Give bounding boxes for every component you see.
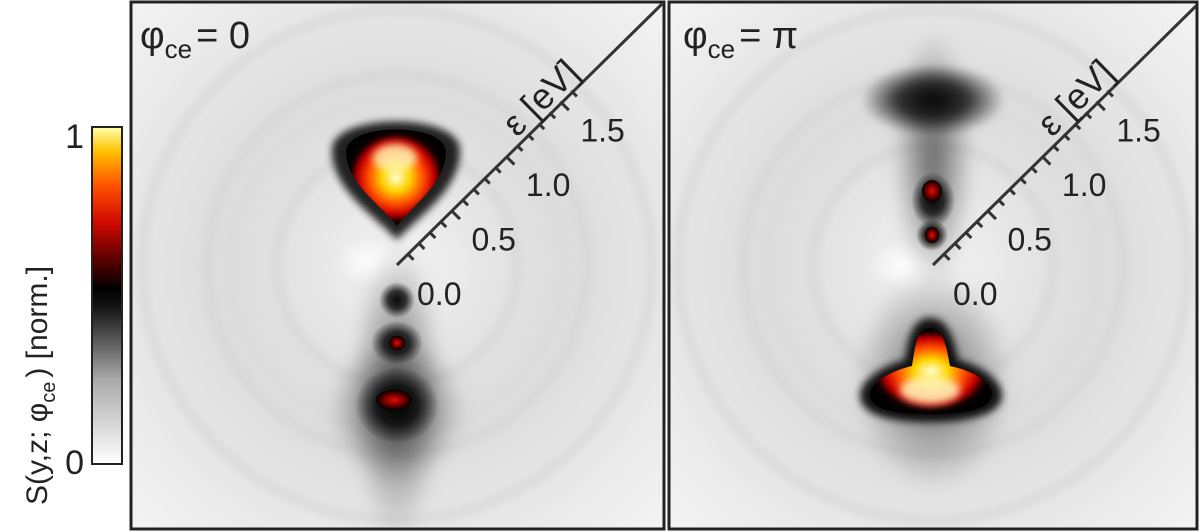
left-lower-spot-2 [389,336,405,350]
colorbar: 1 0 S(y,z; φce ) [norm.] [21,118,123,505]
left-axis-tick [428,231,437,240]
right-axis-tick [1019,176,1027,185]
panel-right-frame [667,0,1199,531]
left-axis-tick-label: 0.0 [417,276,461,312]
left-title-value: = 0 [196,15,250,57]
right-axis-tick [942,253,951,261]
right-axis-ticks: 0.0 0.5 1.0 1.5 [942,89,1161,312]
right-axis-tick [1008,187,1016,196]
right-upper-spot-2 [922,180,942,202]
left-axis-ticks: 0.0 0.5 1.0 1.5 [406,89,625,312]
right-axis-tick-label: 1.5 [1116,113,1160,149]
right-upper-dark-band [861,64,1005,136]
left-axis-tick-label: 1.5 [580,113,624,149]
right-title-value: = π [739,15,798,57]
right-axis-tick [1029,165,1038,174]
right-axis-tick [953,242,962,250]
left-axis-tick [450,209,461,221]
left-axis-tick [439,220,448,229]
left-axis-tick [548,111,557,120]
left-axis-tick [406,253,415,261]
left-title-symbol: φ [140,15,165,57]
right-axis-tick [1040,155,1052,166]
right-axis-tick [997,198,1006,207]
colorbar-title: S(y,z; φce ) [norm.] [21,266,60,505]
panel-right: 0.00.51.01.5 ε [eV] φce = π [667,0,1199,531]
right-upper-spot-1 [925,227,939,243]
colorbar-min-label: 0 [65,444,84,482]
right-axis-tick [1062,133,1071,142]
left-upper-lobe [346,129,446,226]
left-axis-tick [526,133,535,142]
right-axis-tick [1073,122,1082,131]
right-axis-tick [986,209,997,221]
right-panel-title: φce = π [683,15,798,64]
right-title-subscript: ce [708,34,735,64]
left-axis-tick [515,144,524,152]
left-panel-title: φce = 0 [140,15,250,64]
left-axis-tick [472,187,480,196]
right-axis-tick [1084,111,1093,120]
right-axis-tick [1095,100,1106,112]
right-title-symbol: φ [683,15,708,57]
left-axis-tick [483,176,491,185]
colorbar-gradient [91,126,123,465]
right-axis-tick-label: 1.0 [1062,167,1106,203]
colorbar-title-sub: ce [38,382,60,403]
left-axis-tick [570,89,578,98]
left-title-subscript: ce [165,34,192,64]
panel-left-frame [129,0,666,531]
right-axis-tick [975,220,984,229]
right-axis-tick-label: 0.0 [953,276,997,312]
left-axis-tick [417,242,426,250]
colorbar-max-label: 1 [65,118,84,156]
left-axis-tick [493,165,502,174]
left-axis-tick-label: 1.0 [526,167,570,203]
panel-left: 0.00.51.01.5 ε [eV] φce = 0 [129,0,666,531]
left-axis-tick [559,100,570,112]
left-axis-tick [504,155,516,166]
colorbar-title-tail: ) [norm.] [21,266,54,378]
left-axis-tick [537,122,546,131]
right-axis-tick [964,231,973,240]
right-axis-tick [1051,144,1060,152]
right-axis-tick [1106,89,1114,98]
colorbar-title-main: S(y,z; φ [21,403,54,505]
right-axis-tick-label: 0.5 [1007,222,1051,258]
left-axis-tick-label: 0.5 [471,222,515,258]
left-lower-spot-3 [376,390,412,410]
left-axis-tick [461,198,470,207]
